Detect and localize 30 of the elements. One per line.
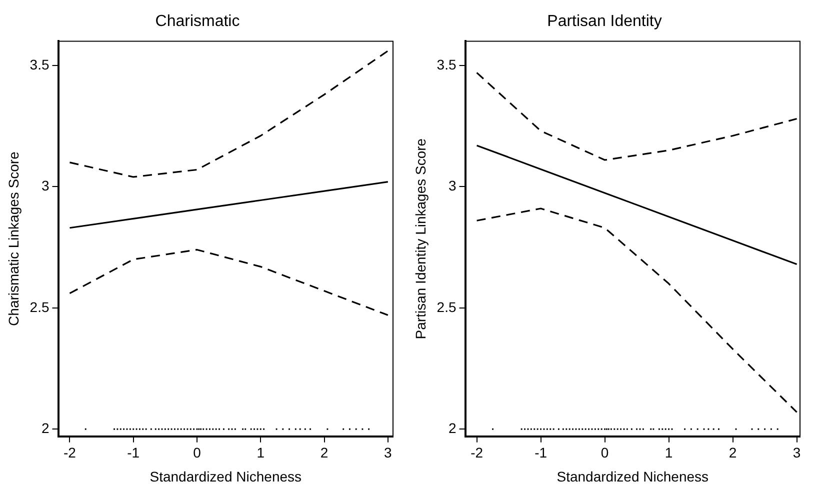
y-axis-title: Partisan Identity Linkages Score <box>412 138 428 340</box>
chart-title: Charismatic <box>155 13 240 30</box>
y-tick-label: 2.5 <box>436 298 456 315</box>
x-tick-label: 0 <box>193 444 202 461</box>
line-series <box>68 248 389 316</box>
x-tick-label: 2 <box>320 444 328 461</box>
y-tick-label: 2 <box>41 420 50 436</box>
line-series <box>68 50 389 178</box>
y-tick-label: 2.5 <box>30 298 50 315</box>
x-axis-title: Standardized Nicheness <box>556 468 709 484</box>
x-tick-label: 1 <box>664 444 673 461</box>
x-tick-label: 0 <box>600 444 609 461</box>
x-tick-label: -1 <box>127 444 140 461</box>
chart-title: Partisan Identity <box>547 13 662 30</box>
y-tick-label: 3 <box>448 178 456 194</box>
y-tick-label: 2 <box>448 420 456 436</box>
y-tick-label: 3.5 <box>436 56 456 72</box>
x-tick-label: 2 <box>728 444 737 461</box>
line-series <box>476 208 798 413</box>
x-tick-label: 3 <box>792 444 801 461</box>
y-axis-title: Charismatic Linkages Score <box>5 151 22 326</box>
line-series <box>476 72 798 161</box>
y-tick-label: 3 <box>41 178 50 194</box>
x-tick-label: -2 <box>63 444 76 461</box>
y-tick-label: 3.5 <box>30 56 50 72</box>
x-tick-label: 3 <box>384 444 392 461</box>
x-axis-title: Standardized Nicheness <box>150 468 302 484</box>
x-tick-label: -2 <box>470 444 484 461</box>
x-tick-label: 1 <box>256 444 265 461</box>
x-tick-label: -1 <box>534 444 548 461</box>
